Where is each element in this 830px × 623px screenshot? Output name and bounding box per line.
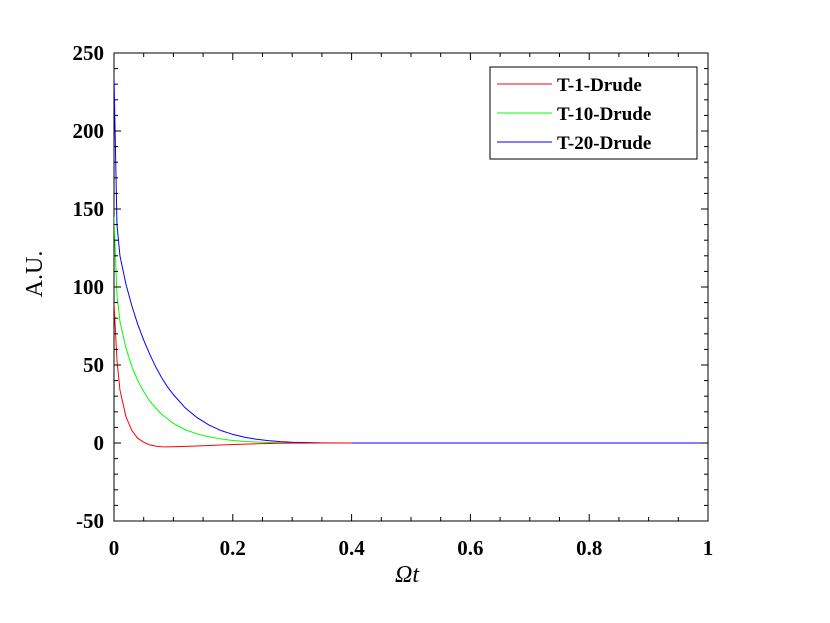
x-tick-label: 0.6 xyxy=(457,536,483,560)
legend-label: T-20-Drude xyxy=(557,133,651,154)
y-tick-label: 200 xyxy=(73,119,105,143)
x-axis-label: Ωt xyxy=(395,562,420,588)
y-tick-label: 50 xyxy=(83,353,104,377)
x-tick-label: 0 xyxy=(109,536,120,560)
y-tick-label: 150 xyxy=(73,197,105,221)
series-layer xyxy=(114,76,708,448)
x-tick-label: 1 xyxy=(703,536,714,560)
y-axis-label: A.U. xyxy=(22,251,48,298)
y-tick-label: 100 xyxy=(73,275,105,299)
x-tick-label: 0.4 xyxy=(338,536,365,560)
y-tick-label: -50 xyxy=(76,509,104,533)
y-tick-label: 250 xyxy=(73,41,105,65)
legend-label: T-10-Drude xyxy=(557,104,651,125)
series-line-t-10-drude xyxy=(114,216,293,444)
x-tick-label: 0.8 xyxy=(576,536,602,560)
legend: T-1-Drude T-10-Drude T-20-Drude xyxy=(489,66,698,160)
x-tick-label: 0.2 xyxy=(220,536,246,560)
series-line-t-20-drude xyxy=(114,76,708,444)
y-tick-label: 0 xyxy=(94,431,105,455)
series-line-t-1-drude xyxy=(114,302,352,448)
legend-label: T-1-Drude xyxy=(557,75,642,96)
